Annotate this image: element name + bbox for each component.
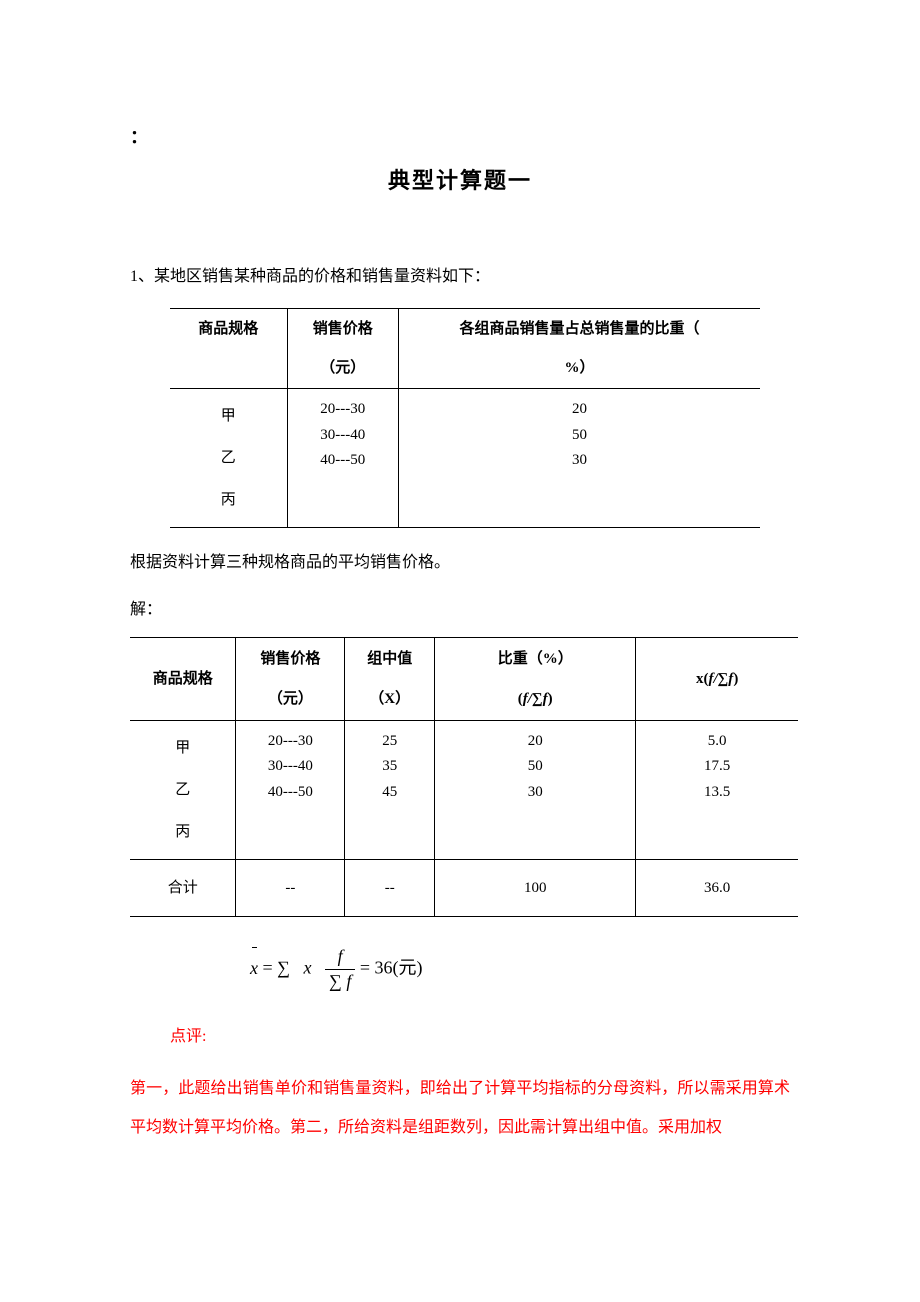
document-title: 典型计算题一 bbox=[130, 160, 790, 202]
t2-h5: x(f/∑f) bbox=[636, 637, 798, 720]
t1-labels-cell: 甲 乙 丙 bbox=[170, 389, 287, 528]
page: ： 典型计算题一 1、某地区销售某种商品的价格和销售量资料如下： 商品规格 销售… bbox=[0, 0, 920, 1187]
t1-header-spec: 商品规格 bbox=[170, 309, 287, 389]
solution-table: 商品规格 销售价格 （元） 组中值 （X） 比重（%） (f/∑f) bbox=[130, 637, 798, 918]
t2-h3: 组中值 （X） bbox=[345, 637, 435, 720]
t1-h3a: 各组商品销售量占总销售量的比重（ bbox=[459, 321, 699, 337]
t2-mids-cell: 25 35 45 bbox=[345, 720, 435, 859]
t2-h4-math: (f/∑f) bbox=[441, 684, 629, 714]
t2-h4: 比重（%） (f/∑f) bbox=[435, 637, 636, 720]
t1-prices-cell: 20---30 30---40 40---50 bbox=[287, 389, 399, 528]
t1-label-2: 丙 bbox=[178, 479, 279, 521]
t1-price-2: 40---50 bbox=[320, 448, 365, 474]
t1-h2a: 销售价格 bbox=[313, 321, 373, 337]
t2-total-dash1: -- bbox=[236, 859, 345, 917]
t1-h2b: （元） bbox=[296, 354, 391, 383]
t1-h1: 商品规格 bbox=[198, 321, 258, 337]
t1-label-1: 乙 bbox=[178, 437, 279, 479]
question-intro: 1、某地区销售某种商品的价格和销售量资料如下： bbox=[130, 262, 790, 292]
leading-colon: ： bbox=[130, 120, 148, 154]
t1-h3b: %） bbox=[407, 354, 752, 383]
comment-header: 点评: bbox=[170, 1022, 790, 1052]
t1-label-0: 甲 bbox=[178, 395, 279, 437]
t1-w-2: 30 bbox=[572, 448, 587, 474]
t2-h1: 商品规格 bbox=[130, 637, 236, 720]
comment-body: 第一，此题给出销售单价和销售量资料，即给出了计算平均指标的分母资料，所以需采用算… bbox=[130, 1070, 790, 1147]
t2-h2: 销售价格 （元） bbox=[236, 637, 345, 720]
mean-formula: x = ∑ x f ∑ f = 36(元) bbox=[250, 947, 790, 992]
solution-label: 解： bbox=[130, 595, 790, 625]
instruction-text: 根据资料计算三种规格商品的平均销售价格。 bbox=[130, 548, 790, 578]
t1-header-price: 销售价格 （元） bbox=[287, 309, 399, 389]
t1-price-0: 20---30 bbox=[320, 397, 365, 423]
fraction: f ∑ f bbox=[325, 947, 355, 992]
t2-weights-cell: 20 50 30 bbox=[435, 720, 636, 859]
t2-total-label: 合计 bbox=[130, 859, 236, 917]
t2-labels-cell: 甲 乙 丙 bbox=[130, 720, 236, 859]
t1-price-1: 30---40 bbox=[320, 423, 365, 449]
t1-header-weight: 各组商品销售量占总销售量的比重（ %） bbox=[399, 309, 761, 389]
t1-w-0: 20 bbox=[572, 397, 587, 423]
t2-prices-cell: 20---30 30---40 40---50 bbox=[236, 720, 345, 859]
t1-weights-cell: 20 50 30 bbox=[399, 389, 761, 528]
t2-xw-cell: 5.0 17.5 13.5 bbox=[636, 720, 798, 859]
t2-total-dash2: -- bbox=[345, 859, 435, 917]
t2-total-weight: 100 bbox=[435, 859, 636, 917]
data-table-1: 商品规格 销售价格 （元） 各组商品销售量占总销售量的比重（ %） 甲 乙 bbox=[170, 308, 760, 528]
t1-w-1: 50 bbox=[572, 423, 587, 449]
t2-total-xw: 36.0 bbox=[636, 859, 798, 917]
